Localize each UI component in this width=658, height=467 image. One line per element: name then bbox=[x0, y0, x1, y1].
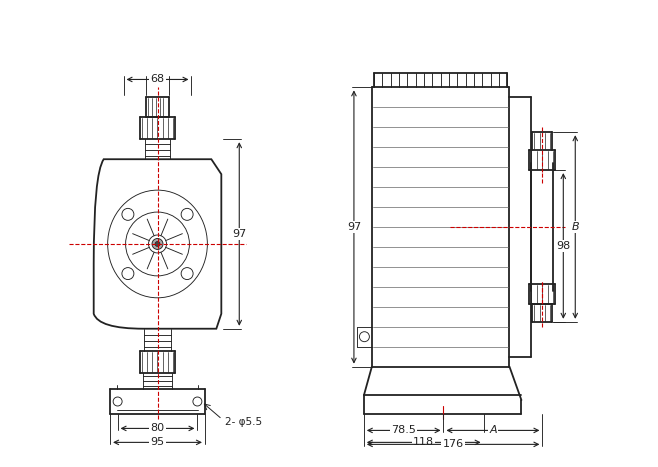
Text: 97: 97 bbox=[232, 229, 246, 239]
Circle shape bbox=[155, 241, 160, 247]
Text: 78.5: 78.5 bbox=[392, 425, 416, 435]
Text: A: A bbox=[489, 425, 497, 435]
Text: 2- φ5.5: 2- φ5.5 bbox=[225, 417, 263, 427]
Text: 118: 118 bbox=[413, 438, 434, 447]
Text: 95: 95 bbox=[151, 438, 164, 447]
Text: 176: 176 bbox=[443, 439, 464, 449]
Circle shape bbox=[152, 239, 163, 249]
Text: B: B bbox=[571, 222, 579, 232]
Text: 98: 98 bbox=[556, 241, 570, 251]
Text: 80: 80 bbox=[151, 424, 164, 433]
Text: 97: 97 bbox=[347, 222, 361, 232]
Text: 68: 68 bbox=[151, 74, 164, 85]
